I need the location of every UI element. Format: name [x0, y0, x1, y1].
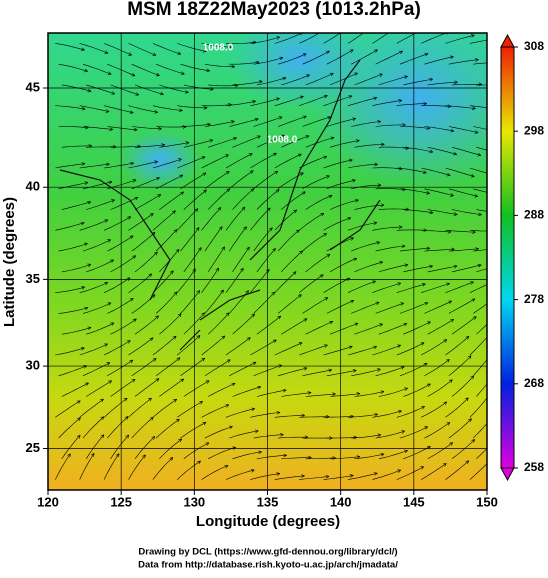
y-tick-label: 40 — [26, 179, 40, 194]
x-tick-label: 140 — [330, 494, 352, 509]
arrowhead — [497, 230, 500, 233]
arrowhead — [369, 26, 372, 29]
chart-title: MSM 18Z22May2023 (1013.2hPa) — [127, 0, 421, 20]
x-tick-label: 120 — [37, 494, 59, 509]
colorbar-tick-label: 288 — [524, 208, 544, 222]
colorbar-tick-label: 298 — [524, 123, 544, 137]
arrowhead — [492, 373, 495, 376]
x-axis-label: Longitude (degrees) — [196, 513, 340, 530]
x-tick-label: 145 — [403, 494, 425, 509]
colorbar-extend — [501, 468, 514, 480]
y-tick-label: 45 — [26, 79, 40, 94]
footer: Drawing by DCL (https://www.gfd-dennou.o… — [138, 547, 397, 558]
arrowhead — [345, 27, 348, 30]
arrowhead — [489, 353, 492, 356]
arrowhead — [488, 459, 491, 462]
arrowhead — [496, 37, 499, 40]
contour-label: 1008.0 — [267, 135, 298, 146]
colorbar-tick-label: 268 — [524, 376, 544, 390]
colorbar-tick-label: 258 — [524, 460, 544, 474]
x-tick-label: 135 — [257, 494, 279, 509]
x-tick-label: 125 — [110, 494, 132, 509]
arrowhead — [488, 333, 491, 336]
colorbar-tick-label: 278 — [524, 292, 544, 306]
arrowhead — [322, 29, 325, 32]
colorbar — [501, 47, 514, 468]
x-tick-label: 150 — [476, 494, 498, 509]
arrowhead — [494, 280, 497, 283]
colorbar-tick-label: 308 — [524, 39, 544, 53]
y-tick-label: 35 — [26, 271, 40, 286]
contour-label: 1008.0 — [203, 43, 234, 54]
arrowhead — [490, 416, 493, 419]
arrowhead — [420, 29, 423, 32]
y-tick-label: 25 — [26, 440, 40, 455]
y-tick-label: 30 — [26, 358, 40, 373]
arrowhead — [494, 437, 497, 440]
x-tick-label: 130 — [183, 494, 205, 509]
field — [48, 10, 530, 490]
footer: Data from http://database.rish.kyoto-u.a… — [138, 560, 398, 571]
y-axis-label: Latitude (degrees) — [1, 197, 18, 327]
arrowhead — [495, 174, 498, 177]
arrowhead — [394, 27, 397, 30]
arrowhead — [494, 296, 497, 299]
arrowhead — [495, 314, 498, 317]
arrowhead — [496, 107, 499, 110]
colorbar-extend — [501, 35, 514, 47]
